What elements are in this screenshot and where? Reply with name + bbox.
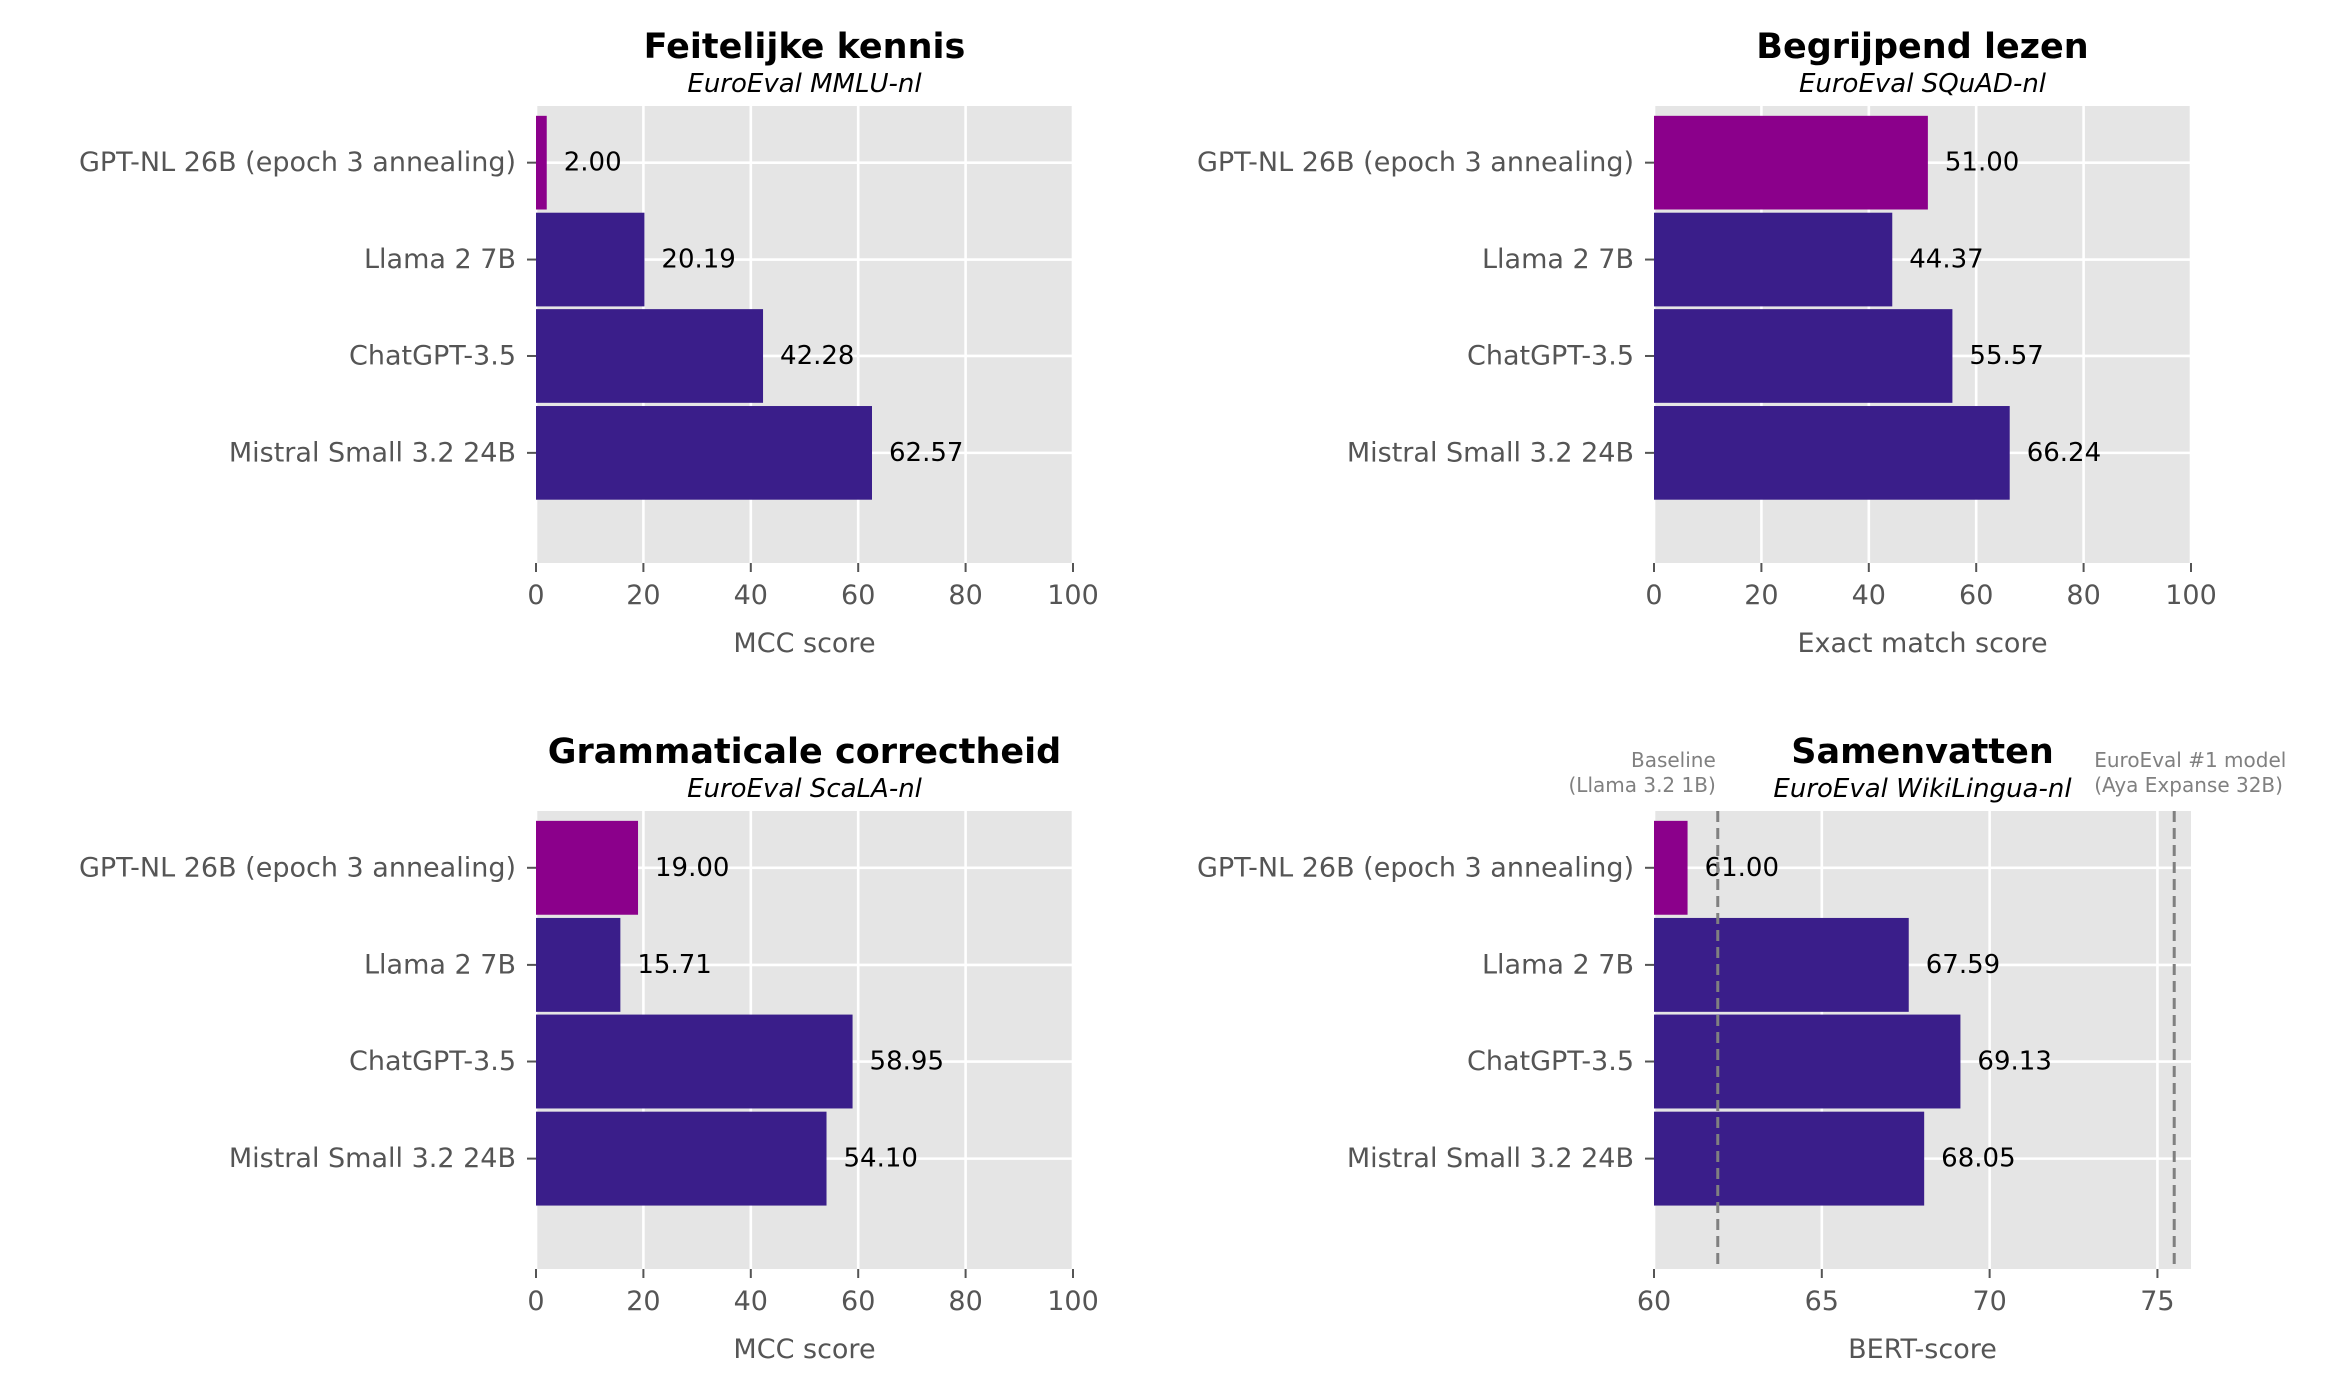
tick-label-x: 60 (841, 1286, 875, 1317)
x-axis-label: MCC score (733, 1334, 875, 1365)
bar (536, 1014, 853, 1109)
bar-value-label: 19.00 (655, 853, 729, 883)
tick-label-x: 100 (1047, 1286, 1099, 1317)
bar-value-label: 2.00 (564, 148, 622, 178)
chart-subtitle: EuroEval WikiLingua-nl (1773, 774, 2072, 804)
tick-label-y: GPT-NL 26B (epoch 3 annealing) (1197, 852, 1634, 883)
tick-label-x: 60 (841, 580, 875, 611)
chart-subtitle: EuroEval SQuAD-nl (1799, 69, 2047, 99)
tick-label-x: 20 (626, 1286, 660, 1317)
bar (536, 820, 639, 915)
reference-line-label: Baseline (Llama 3.2 1B) (1569, 748, 1716, 797)
chart-title: Begrijpend lezen (1756, 27, 2088, 67)
tick-label-x: 70 (1972, 1286, 2006, 1317)
bar (1654, 820, 1688, 915)
bar (536, 917, 621, 1012)
tick-label-y: Mistral Small 3.2 24B (229, 1143, 516, 1174)
chart-title: Grammaticale correctheid (548, 732, 1061, 772)
bar (1654, 212, 1893, 307)
tick-label-x: 60 (1959, 580, 1993, 611)
bar (1654, 917, 1909, 1012)
bar-value-label: 69.13 (1977, 1047, 2051, 1077)
reference-line-label-line: EuroEval #1 model (2094, 748, 2286, 772)
bar (1654, 1111, 1925, 1206)
tick-label-x: 65 (1805, 1286, 1839, 1317)
bar (1654, 406, 2010, 500)
tick-label-y: GPT-NL 26B (epoch 3 annealing) (79, 852, 516, 883)
reference-line-label-line: (Aya Expanse 32B) (2094, 773, 2283, 797)
bar (536, 1111, 827, 1206)
bar-value-label: 44.37 (1909, 245, 1983, 275)
chart-panel-4: 61.00 67.59 69.13 68.05 Baseline (Llama 3.2 1… (1197, 732, 2286, 1365)
bar (1654, 115, 1928, 210)
x-axis-label: BERT-score (1848, 1334, 1997, 1365)
reference-line-label-line: (Llama 3.2 1B) (1569, 773, 1716, 797)
bar-value-label: 55.57 (1969, 341, 2043, 371)
chart-panel-1: 2.00 20.19 42.28 62.57 GPT-NL 26B (epoch 3 a… (79, 27, 1099, 659)
bar (536, 406, 873, 500)
tick-label-y: Mistral Small 3.2 24B (1347, 1143, 1634, 1174)
chart-title: Feitelijke kennis (644, 27, 966, 67)
tick-label-x: 0 (527, 1286, 544, 1317)
tick-label-x: 100 (1047, 580, 1099, 611)
tick-label-x: 40 (1852, 580, 1886, 611)
tick-label-y: Llama 2 7B (364, 244, 516, 275)
tick-label-x: 80 (948, 1286, 982, 1317)
tick-label-y: Llama 2 7B (1482, 244, 1634, 275)
chart-title: Samenvatten (1791, 732, 2054, 772)
tick-label-x: 60 (1637, 1286, 1671, 1317)
tick-label-x: 80 (2066, 580, 2100, 611)
bar-value-label: 67.59 (1926, 950, 2000, 980)
tick-label-x: 40 (734, 580, 768, 611)
bar-value-label: 15.71 (637, 950, 711, 980)
bar (536, 212, 645, 307)
bar-value-label: 66.24 (2027, 438, 2101, 468)
tick-label-y: Llama 2 7B (1482, 949, 1634, 980)
bar-value-label: 51.00 (1945, 148, 2019, 178)
tick-label-x: 40 (734, 1286, 768, 1317)
reference-line-label: EuroEval #1 model (Aya Expanse 32B) (2094, 748, 2286, 797)
tick-label-x: 0 (527, 580, 544, 611)
tick-label-y: Mistral Small 3.2 24B (229, 437, 516, 468)
chart-subtitle: EuroEval MMLU-nl (687, 69, 922, 99)
bar (536, 115, 547, 210)
bar-value-label: 54.10 (844, 1144, 918, 1174)
tick-label-y: GPT-NL 26B (epoch 3 annealing) (79, 147, 516, 178)
bar-value-label: 58.95 (870, 1047, 944, 1077)
bar-value-label: 42.28 (780, 341, 854, 371)
bar-value-label: 62.57 (889, 438, 963, 468)
reference-line-label-line: Baseline (1631, 748, 1716, 772)
x-axis-label: MCC score (733, 628, 875, 659)
bar-value-label: 61.00 (1705, 853, 1779, 883)
tick-label-x: 100 (2165, 580, 2217, 611)
tick-label-y: ChatGPT-3.5 (349, 1046, 516, 1077)
tick-label-x: 20 (1744, 580, 1778, 611)
tick-label-y: GPT-NL 26B (epoch 3 annealing) (1197, 147, 1634, 178)
tick-label-y: ChatGPT-3.5 (1467, 1046, 1634, 1077)
tick-label-x: 0 (1645, 580, 1662, 611)
chart-panel-2: 51.00 44.37 55.57 66.24 GPT-NL 26B (epoch 3 … (1197, 27, 2217, 659)
tick-label-x: 80 (948, 580, 982, 611)
bar (536, 309, 764, 403)
tick-label-y: Mistral Small 3.2 24B (1347, 437, 1634, 468)
bar (1654, 309, 1953, 403)
tick-label-y: ChatGPT-3.5 (1467, 340, 1634, 371)
x-axis-label: Exact match score (1797, 628, 2047, 659)
bar-value-label: 20.19 (661, 245, 735, 275)
bar-value-label: 68.05 (1941, 1144, 2015, 1174)
bar (1654, 1014, 1961, 1109)
chart-panel-3: 19.00 15.71 58.95 54.10 GPT-NL 26B (epoch 3 … (79, 732, 1099, 1365)
tick-label-y: Llama 2 7B (364, 949, 516, 980)
chart-subtitle: EuroEval ScaLA-nl (687, 774, 923, 804)
tick-label-y: ChatGPT-3.5 (349, 340, 516, 371)
tick-label-x: 75 (2140, 1286, 2174, 1317)
tick-label-x: 20 (626, 580, 660, 611)
